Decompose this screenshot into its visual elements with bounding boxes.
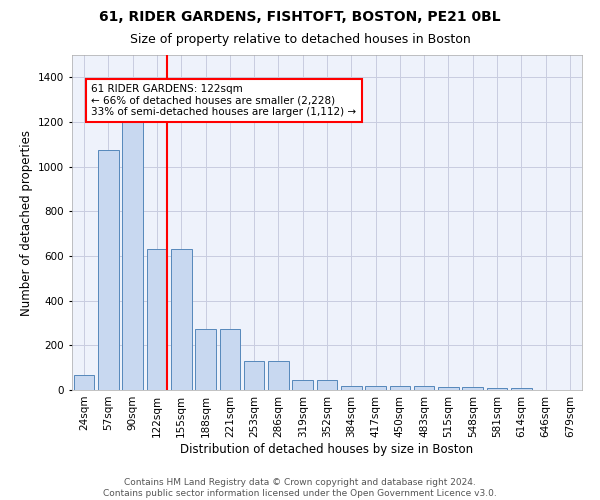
Bar bbox=[365, 386, 386, 390]
Bar bbox=[317, 380, 337, 390]
Bar bbox=[171, 250, 191, 390]
Text: Size of property relative to detached houses in Boston: Size of property relative to detached ho… bbox=[130, 32, 470, 46]
Bar bbox=[244, 361, 265, 390]
Bar bbox=[487, 388, 508, 390]
Bar bbox=[268, 361, 289, 390]
Bar bbox=[74, 376, 94, 390]
Bar bbox=[438, 386, 459, 390]
Bar bbox=[146, 250, 167, 390]
Bar bbox=[511, 388, 532, 390]
Bar bbox=[98, 150, 119, 390]
Bar bbox=[463, 386, 483, 390]
Bar bbox=[220, 328, 240, 390]
Text: 61, RIDER GARDENS, FISHTOFT, BOSTON, PE21 0BL: 61, RIDER GARDENS, FISHTOFT, BOSTON, PE2… bbox=[99, 10, 501, 24]
Bar bbox=[195, 328, 216, 390]
Y-axis label: Number of detached properties: Number of detached properties bbox=[20, 130, 32, 316]
Bar bbox=[389, 386, 410, 390]
Bar bbox=[341, 386, 362, 390]
Text: 61 RIDER GARDENS: 122sqm
← 66% of detached houses are smaller (2,228)
33% of sem: 61 RIDER GARDENS: 122sqm ← 66% of detach… bbox=[91, 84, 356, 117]
Text: Contains HM Land Registry data © Crown copyright and database right 2024.
Contai: Contains HM Land Registry data © Crown c… bbox=[103, 478, 497, 498]
X-axis label: Distribution of detached houses by size in Boston: Distribution of detached houses by size … bbox=[181, 442, 473, 456]
Bar bbox=[414, 386, 434, 390]
Bar bbox=[122, 90, 143, 390]
Bar bbox=[292, 380, 313, 390]
